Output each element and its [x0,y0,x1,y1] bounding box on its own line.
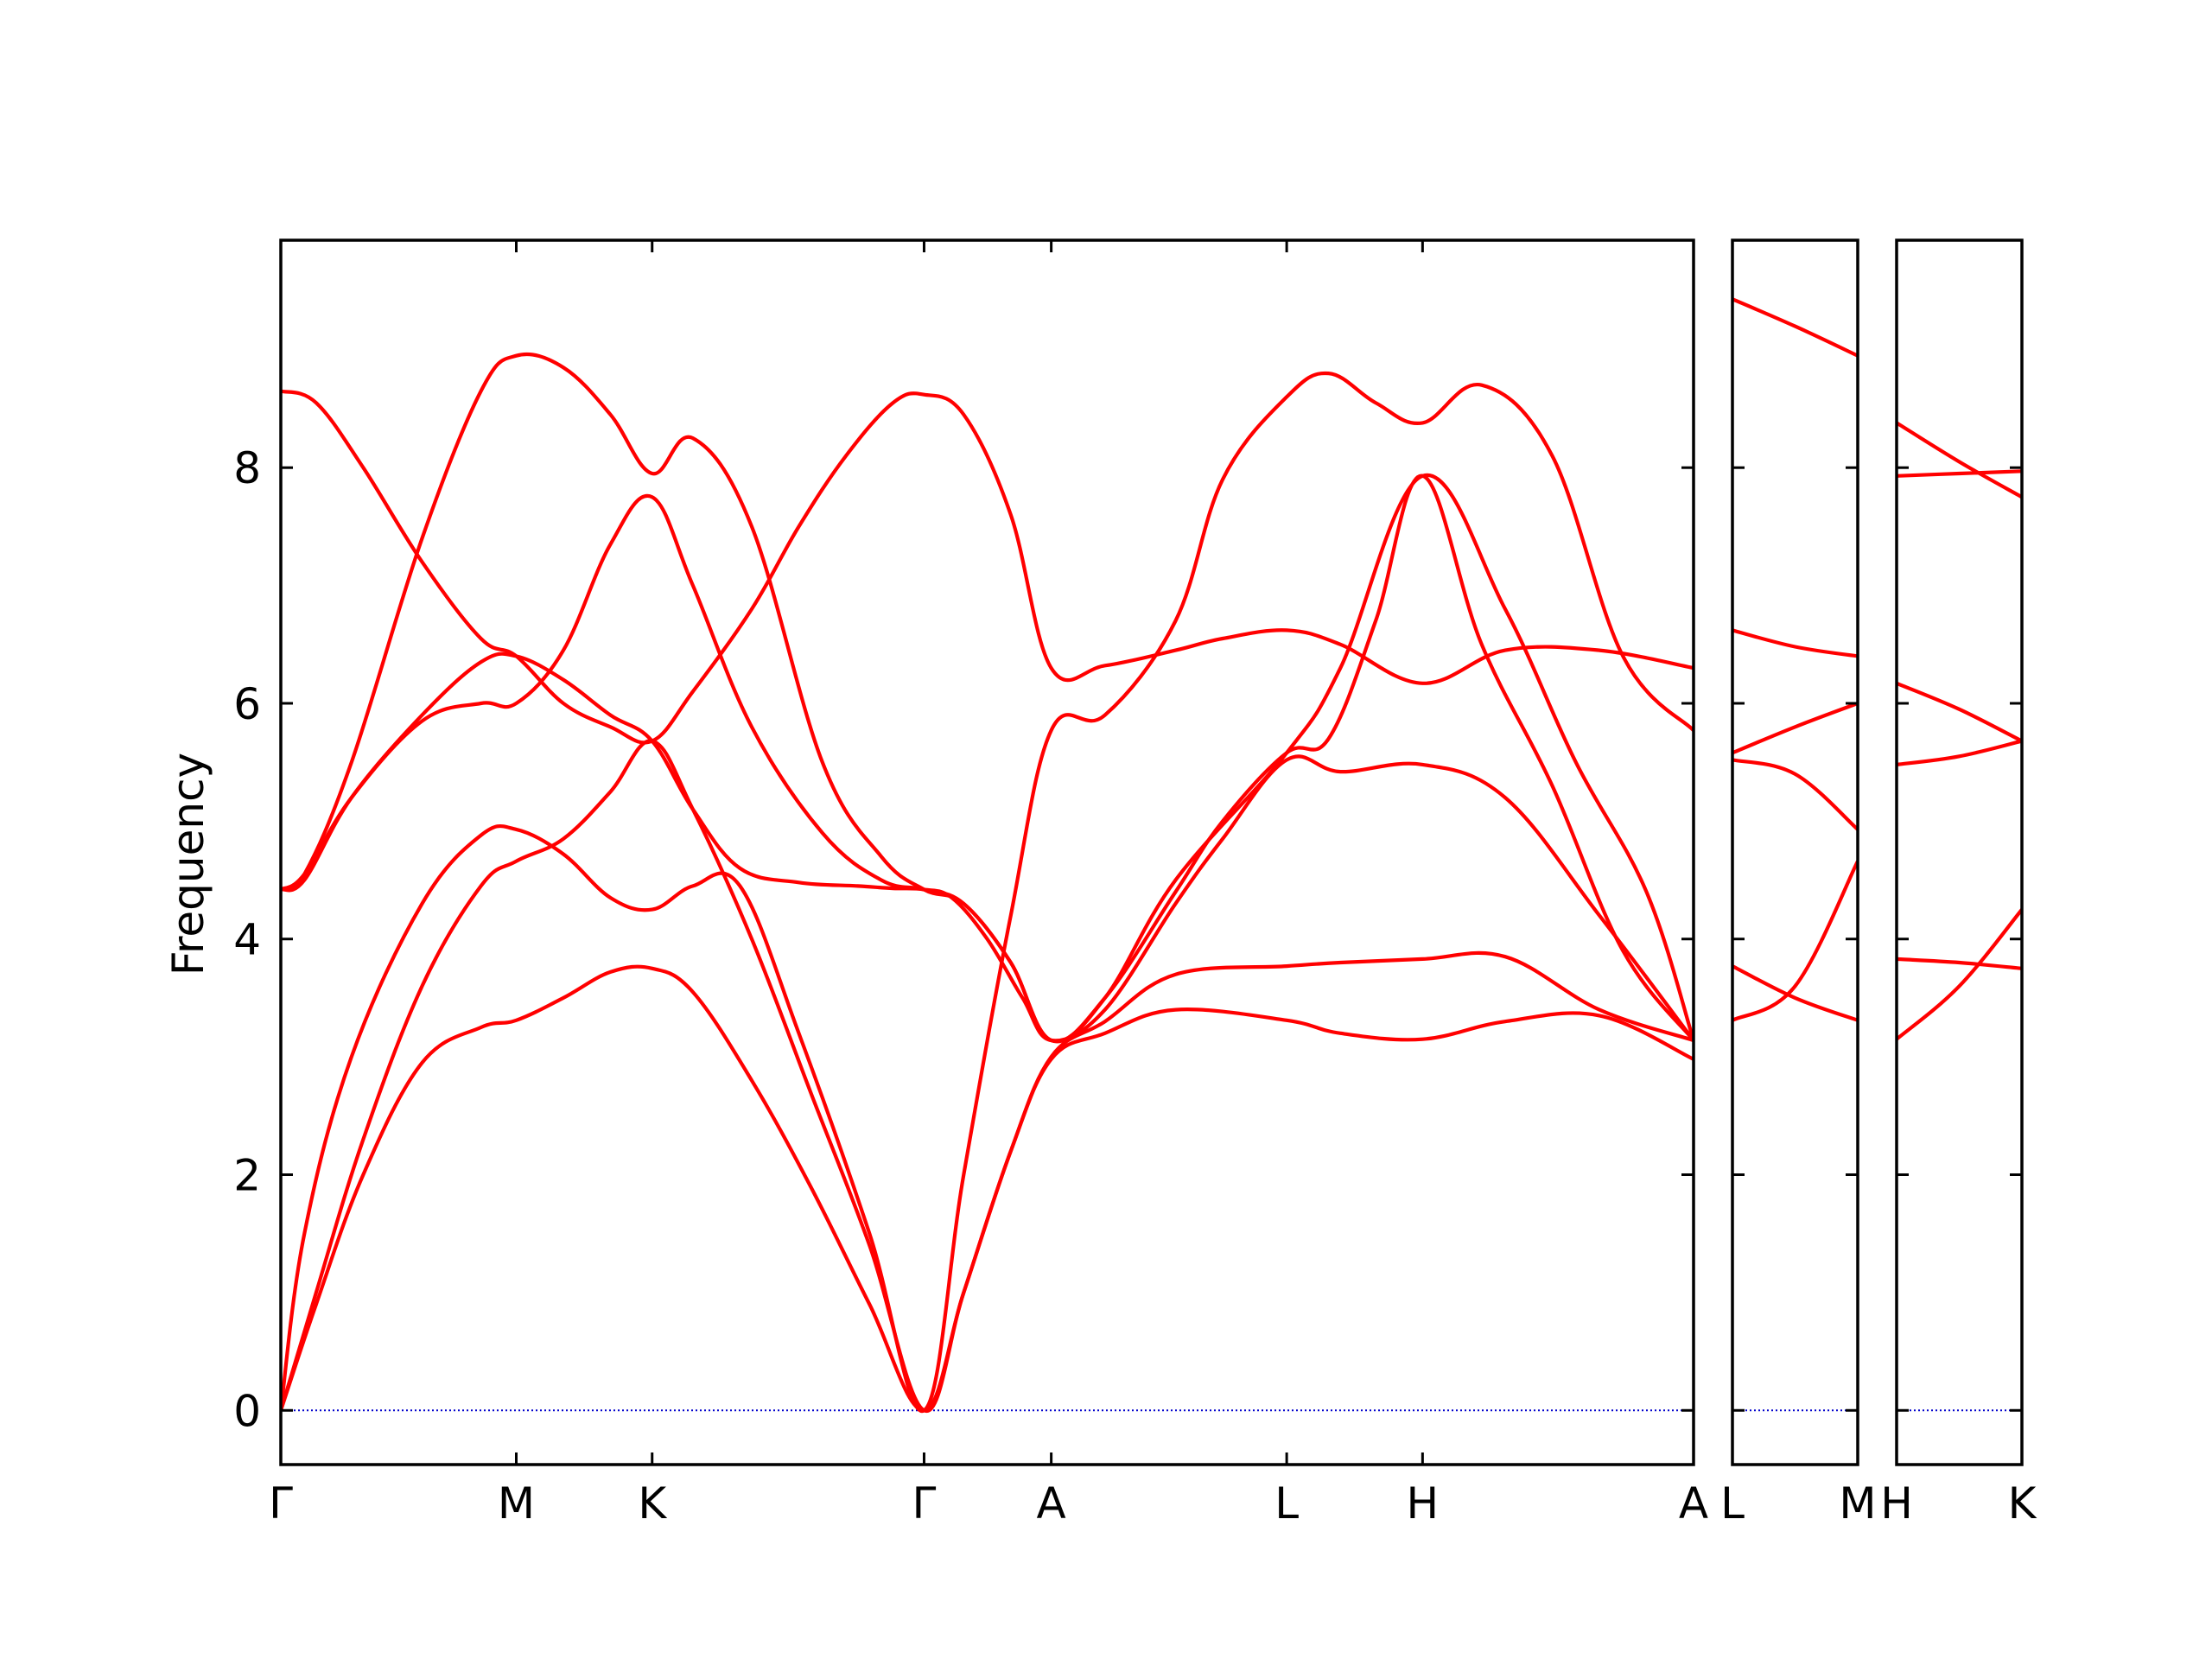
band-1 [281,964,1694,1413]
x-tick-label: A [1679,1478,1708,1529]
x-tick-label: M [498,1478,535,1529]
x-tick-label: Γ [912,1478,937,1529]
band-6 [1897,421,2022,499]
panel-frame [279,238,1695,1466]
band-2 [1897,957,2022,970]
band-4 [1897,681,2022,743]
y-tick-label: 4 [233,915,261,965]
x-tick-label: A [1037,1478,1066,1529]
x-tick-label: Γ [269,1478,293,1529]
band-1 [1897,908,2022,1041]
x-tick-label: L [1720,1478,1745,1529]
y-tick-labels: 0 2 4 6 8 [233,443,261,1436]
x-tick-label: M [1839,1478,1876,1529]
band-2 [281,739,1694,1413]
band-4 [1732,702,1858,755]
band-3 [1897,739,2022,766]
band-1 [1732,860,1858,1022]
y-tick-label: 8 [233,443,261,493]
y-tick-label: 2 [233,1151,261,1201]
x-tick-label: K [638,1478,667,1529]
band-5 [1897,469,2022,478]
band-5 [1732,628,1858,658]
bands-group [1732,297,1858,1022]
bands-group [281,352,1694,1413]
panel-frame [1895,238,2024,1466]
x-tick-label: K [2008,1478,2037,1529]
y-tick-label: 0 [233,1386,261,1436]
y-axis-label: Frequency [163,753,213,976]
band-6 [281,389,1694,745]
band-6 [1732,297,1858,358]
band-2 [1732,964,1858,1022]
panel-frame [1731,238,1859,1466]
bands-group [1897,421,2022,1041]
band-5 [281,473,1694,1044]
x-tick-label: H [1407,1478,1440,1529]
band-4 [281,652,1694,1043]
band-7 [281,352,1694,1044]
band-3 [1732,758,1858,831]
x-tick-label: L [1274,1478,1299,1529]
band-3 [281,371,1694,1413]
y-tick-label: 6 [233,679,261,729]
x-tick-label: H [1880,1478,1913,1529]
